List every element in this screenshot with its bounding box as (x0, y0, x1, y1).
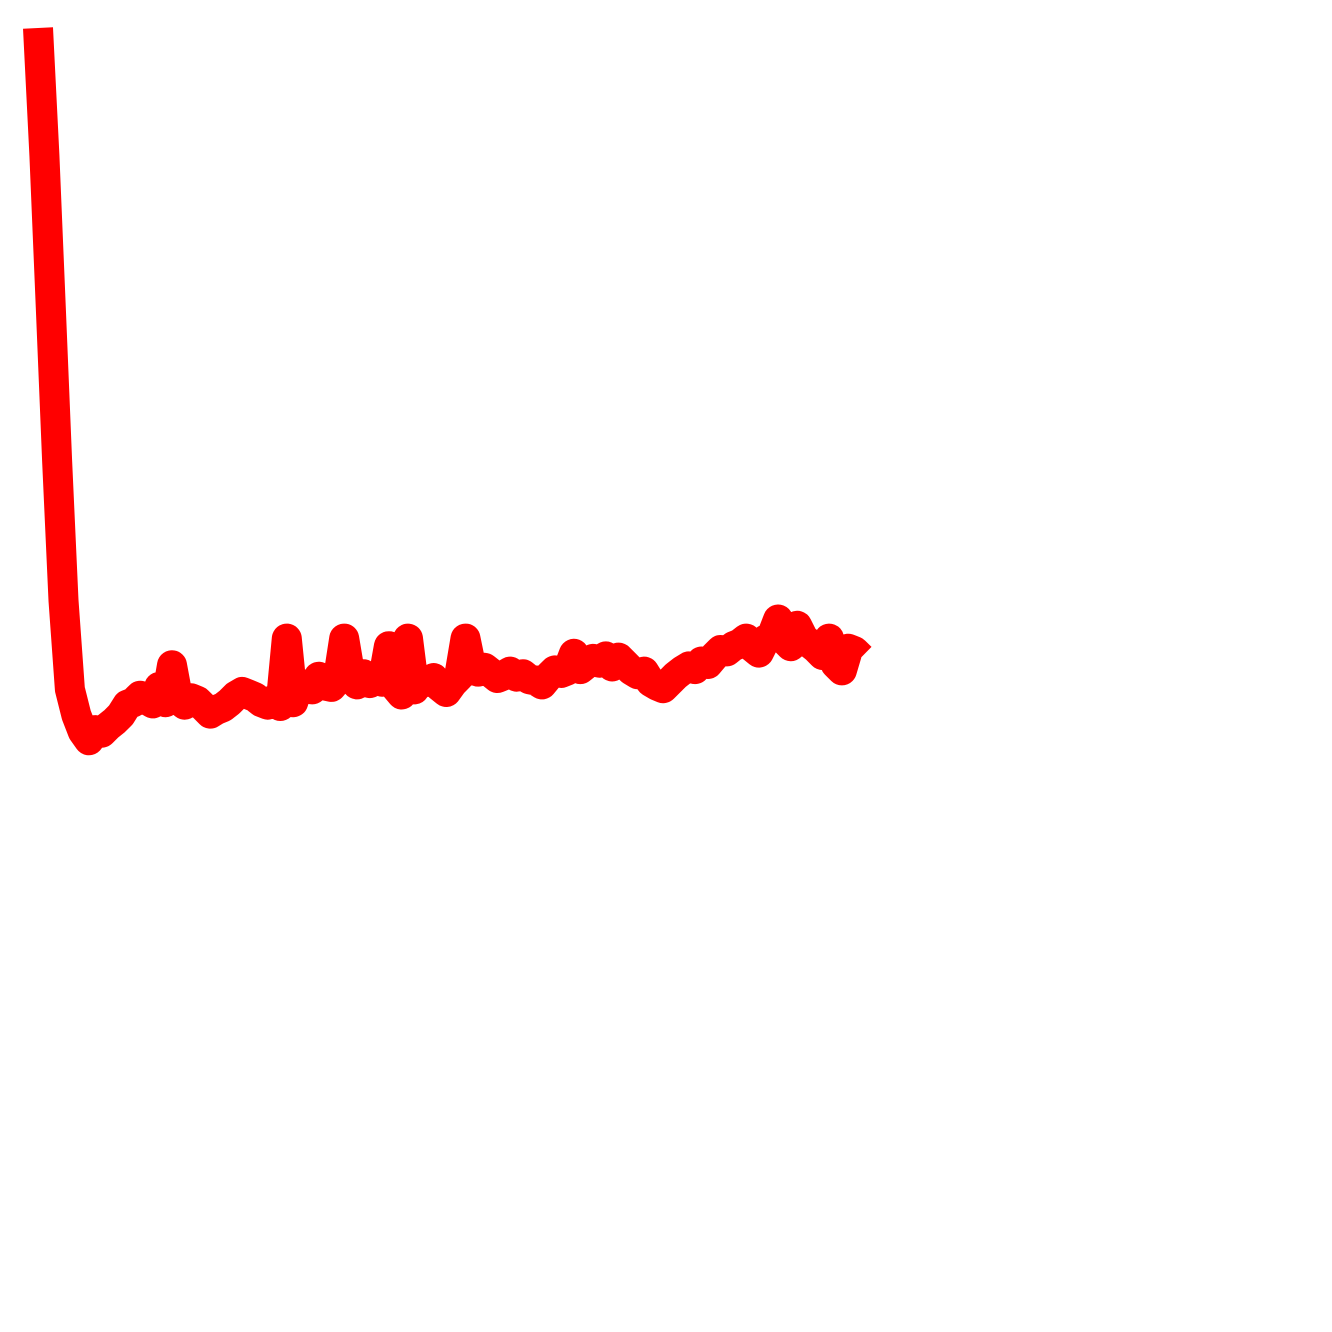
series-layer (23, 27, 872, 756)
series-line-0 (23, 27, 872, 756)
